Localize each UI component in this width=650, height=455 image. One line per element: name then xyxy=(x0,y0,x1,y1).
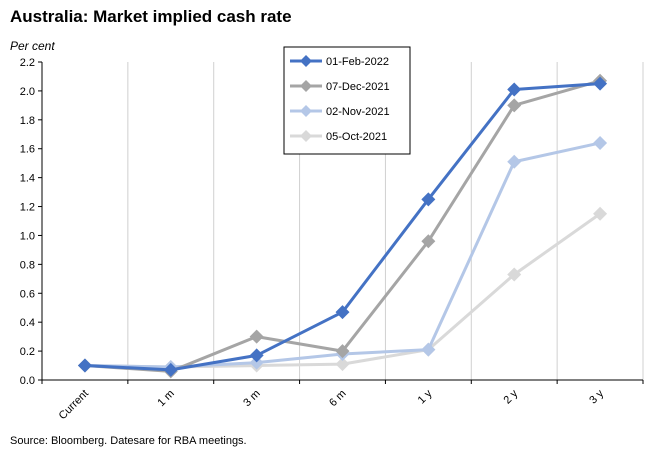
x-tick-label: 6 m xyxy=(327,388,348,409)
data-point xyxy=(507,98,522,113)
y-tick-label: 1.4 xyxy=(20,173,35,185)
data-point xyxy=(593,206,608,221)
data-point xyxy=(507,82,522,97)
data-point xyxy=(593,135,608,150)
x-tick-label: Current xyxy=(57,388,91,422)
data-point xyxy=(507,267,522,282)
legend-swatch-marker xyxy=(300,105,312,117)
series-lines xyxy=(77,73,608,379)
chart-title: Australia: Market implied cash rate xyxy=(10,7,292,26)
x-tick-label: 3 y xyxy=(587,387,606,406)
x-tick-label: 1 m xyxy=(155,388,176,409)
series-line xyxy=(84,141,601,369)
data-point xyxy=(163,362,178,377)
legend-label: 01-Feb-2022 xyxy=(326,56,389,68)
legend-swatch-marker xyxy=(300,80,312,92)
y-tick-label: 2.0 xyxy=(20,86,35,98)
y-tick-label: 1.6 xyxy=(20,144,35,156)
legend: 01-Feb-2022 07-Dec-2021 02-Nov-2021 05-Oct-… xyxy=(283,46,411,155)
data-point xyxy=(335,357,350,372)
y-tick-label: 2.2 xyxy=(20,57,35,69)
y-tick-label: 0.2 xyxy=(20,346,35,358)
data-point xyxy=(593,76,608,91)
source-note: Source: Bloomberg. Datesare for RBA meet… xyxy=(10,435,247,447)
data-point xyxy=(77,358,92,373)
data-point xyxy=(249,355,264,370)
y-tick-label: 1.2 xyxy=(20,202,35,214)
y-tick-label: 1.8 xyxy=(20,115,35,127)
data-point xyxy=(421,342,436,357)
legend-swatch-marker xyxy=(300,130,312,142)
data-point xyxy=(335,305,350,320)
x-tick-label: 3 m xyxy=(241,388,262,409)
y-tick-label: 0.4 xyxy=(20,317,35,329)
x-tick-label: 1 y xyxy=(416,387,435,406)
data-point xyxy=(421,192,436,207)
y-tick-label: 0.6 xyxy=(20,288,35,300)
data-point xyxy=(249,329,264,344)
data-point xyxy=(421,234,436,249)
y-axis-unit-label: Per cent xyxy=(10,39,55,53)
legend-label: 02-Nov-2021 xyxy=(326,106,390,118)
y-tick-label: 0.0 xyxy=(20,375,35,387)
legend-label: 05-Oct-2021 xyxy=(326,131,387,143)
data-point xyxy=(507,154,522,169)
legend-swatch-marker xyxy=(300,55,312,67)
x-tick-label: 2 y xyxy=(501,387,520,406)
y-tick-label: 1.0 xyxy=(20,230,35,242)
series-line xyxy=(84,212,601,369)
data-point xyxy=(335,344,350,359)
legend-label: 07-Dec-2021 xyxy=(326,81,390,93)
data-point xyxy=(249,348,264,363)
y-tick-label: 0.8 xyxy=(20,259,35,271)
